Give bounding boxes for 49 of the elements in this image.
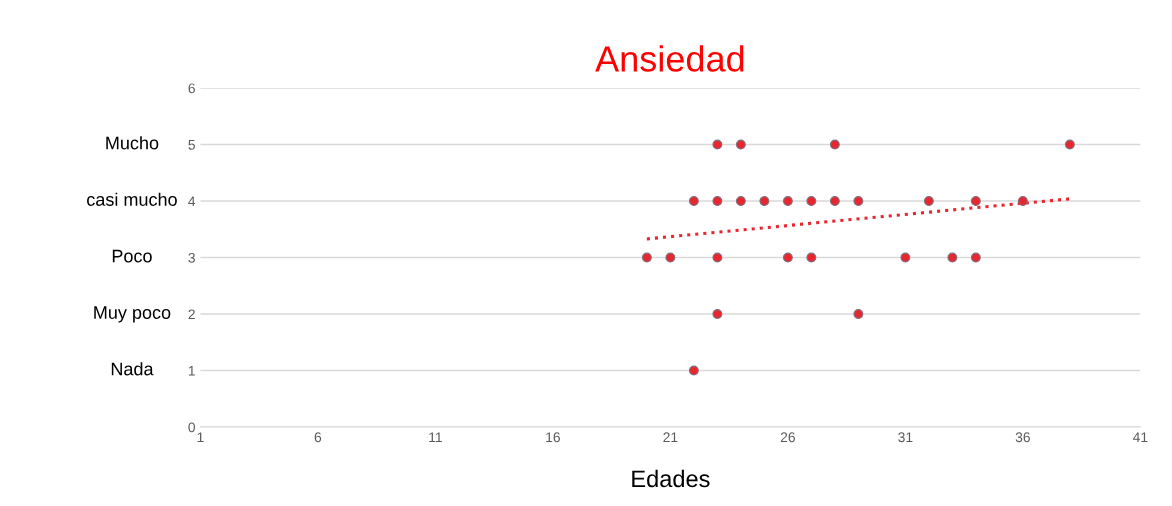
- point: [782, 252, 793, 263]
- point: [923, 196, 934, 206]
- point: [829, 196, 840, 206]
- y-tick-label: 6: [188, 83, 195, 94]
- point: [970, 196, 981, 206]
- point: [712, 139, 723, 150]
- point: [900, 252, 911, 263]
- point: [641, 252, 652, 263]
- text: Muy poco: [94, 306, 171, 323]
- point: [688, 365, 699, 376]
- y-tick-label: 0: [188, 422, 196, 433]
- point: [1017, 196, 1028, 206]
- x-axis-title: Edades: [632, 469, 710, 488]
- point: [829, 139, 840, 150]
- x-tick-label: 41: [1132, 432, 1148, 442]
- point: [759, 196, 770, 206]
- point: [688, 196, 699, 206]
- text: casi mucho: [87, 192, 177, 206]
- point: [853, 309, 864, 320]
- x-tick-label: 36: [1015, 432, 1030, 443]
- point: [712, 252, 723, 263]
- y-tick-label: 4: [188, 196, 196, 207]
- text: Mucho: [106, 136, 159, 150]
- text: Nada: [111, 362, 154, 376]
- point: [665, 252, 676, 263]
- text: Poco: [112, 249, 152, 263]
- point: [970, 252, 981, 263]
- x-tick-label: 1: [197, 432, 204, 442]
- point: [806, 196, 817, 206]
- y-tick-label: 2: [188, 309, 195, 320]
- point: [735, 139, 746, 150]
- point: [947, 252, 958, 263]
- point: [712, 196, 723, 206]
- point: [806, 252, 817, 263]
- x-tick-label: 26: [780, 432, 795, 443]
- x-tick-label: 31: [898, 432, 913, 443]
- point: [712, 309, 723, 320]
- x-tick-label: 21: [663, 432, 678, 442]
- point: [1064, 139, 1075, 150]
- point: [782, 196, 793, 206]
- point: [853, 196, 864, 206]
- y-tick-label: 3: [188, 252, 195, 263]
- x-tick-label: 16: [546, 432, 561, 443]
- point: [735, 196, 746, 206]
- chart-title: Ansiedad: [595, 45, 744, 72]
- x-tick-label: 11: [429, 432, 442, 442]
- y-tick-label: 1: [188, 366, 195, 376]
- y-tick-label: 5: [188, 140, 195, 150]
- x-tick-label: 6: [314, 432, 322, 443]
